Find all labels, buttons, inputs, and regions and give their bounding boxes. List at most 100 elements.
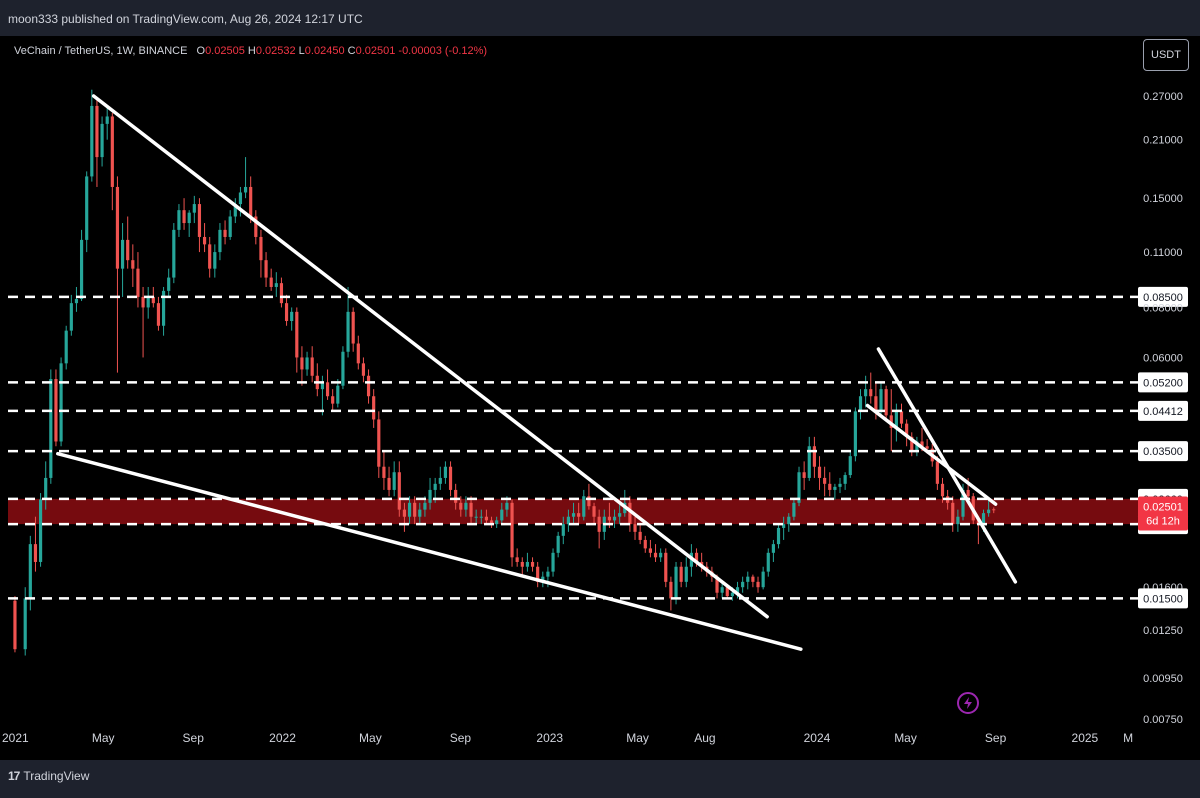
candle-body bbox=[920, 441, 924, 447]
candle-body bbox=[935, 461, 939, 484]
x-tick-label: 2022 bbox=[269, 731, 296, 745]
candle-body bbox=[351, 311, 355, 344]
candle-body bbox=[418, 509, 422, 517]
y-tick-label: 0.21000 bbox=[1143, 135, 1183, 147]
tradingview-brand: TradingView bbox=[23, 769, 90, 783]
candle-body bbox=[310, 357, 314, 376]
candle-body bbox=[587, 496, 591, 507]
candle-body bbox=[694, 552, 699, 562]
candle-body bbox=[607, 516, 611, 521]
candle-body bbox=[172, 229, 176, 278]
candle-body bbox=[915, 441, 919, 452]
candle-body bbox=[899, 411, 904, 424]
candle-body bbox=[397, 472, 401, 510]
y-tick-label: 0.11000 bbox=[1144, 247, 1183, 259]
x-tick-label: 2021 bbox=[2, 731, 29, 745]
change-value: -0.00003 (-0.12%) bbox=[398, 45, 488, 57]
bar-countdown-label: 6d 12h bbox=[1146, 516, 1180, 528]
candle-body bbox=[638, 531, 642, 540]
candle-body bbox=[797, 472, 801, 503]
publisher-info: moon333 published on TradingView.com, Au… bbox=[8, 12, 363, 26]
candle-body bbox=[735, 587, 740, 593]
candle-body bbox=[141, 296, 145, 308]
candle-body bbox=[161, 290, 166, 326]
candle-body bbox=[233, 204, 237, 217]
candle-body bbox=[238, 192, 243, 205]
x-tick-label: Aug bbox=[694, 731, 715, 745]
close-value: 0.02501 bbox=[355, 45, 396, 57]
open-label: O bbox=[196, 45, 206, 57]
candle-body bbox=[259, 236, 263, 261]
candle-body bbox=[54, 379, 58, 442]
candle-body bbox=[787, 516, 791, 525]
candle-body bbox=[325, 382, 330, 397]
candle-body bbox=[361, 363, 366, 376]
low-value: 0.02450 bbox=[304, 45, 345, 57]
candle-body bbox=[284, 303, 289, 321]
candle-body bbox=[433, 483, 437, 490]
candle-body bbox=[331, 396, 335, 404]
candle-body bbox=[254, 216, 258, 237]
candle-body bbox=[44, 477, 48, 500]
candle-body bbox=[853, 411, 857, 457]
candle-body bbox=[981, 513, 986, 525]
candle-body bbox=[782, 524, 786, 528]
candle-body bbox=[228, 216, 232, 237]
candle-body bbox=[156, 303, 161, 326]
candle-body bbox=[182, 210, 186, 224]
candle-body bbox=[664, 552, 668, 582]
candle-body bbox=[438, 477, 442, 484]
candle-body bbox=[90, 105, 94, 177]
candle-body bbox=[423, 502, 427, 510]
x-tick-label: Sep bbox=[450, 731, 472, 745]
y-tick-label: 0.06000 bbox=[1143, 352, 1183, 364]
candle-body bbox=[295, 311, 299, 358]
candle-body bbox=[126, 239, 130, 261]
candle-body bbox=[213, 252, 217, 269]
candle-body bbox=[612, 516, 617, 521]
candle-body bbox=[530, 561, 535, 567]
candle-body bbox=[956, 516, 960, 525]
candle-body bbox=[187, 212, 191, 224]
y-tick-label: 0.15000 bbox=[1143, 193, 1183, 205]
candle-body bbox=[843, 475, 847, 484]
candle-body bbox=[905, 423, 909, 437]
price-level-label: 0.01500 bbox=[1143, 593, 1183, 605]
candle-body bbox=[136, 268, 140, 297]
candle-body bbox=[74, 298, 79, 304]
candle-body bbox=[761, 571, 765, 588]
candle-body bbox=[407, 502, 412, 517]
candle-body bbox=[305, 357, 309, 370]
x-tick-label: M bbox=[1123, 731, 1133, 745]
candle-body bbox=[951, 502, 955, 525]
price-chart[interactable]: 0.330000.270000.210000.150000.110000.085… bbox=[0, 36, 1200, 760]
tradingview-logo[interactable]: 17 TradingView bbox=[8, 769, 89, 783]
candle-body bbox=[28, 544, 32, 599]
candle-body bbox=[771, 544, 775, 553]
candle-body bbox=[659, 552, 663, 558]
candle-body bbox=[110, 116, 114, 187]
candle-body bbox=[817, 466, 822, 478]
currency-button[interactable]: USDT bbox=[1143, 39, 1189, 71]
price-level-badge bbox=[1138, 400, 1188, 421]
candle-body bbox=[966, 489, 970, 497]
candle-body bbox=[669, 581, 673, 599]
candle-body bbox=[925, 446, 929, 449]
high-value: 0.02532 bbox=[255, 45, 296, 57]
y-tick-label: 0.00950 bbox=[1143, 673, 1183, 685]
candle-body bbox=[243, 186, 248, 193]
x-tick-label: May bbox=[359, 731, 382, 745]
candle-body bbox=[874, 396, 878, 412]
y-tick-label: 0.00750 bbox=[1143, 714, 1183, 726]
candle-body bbox=[940, 483, 945, 497]
candle-body bbox=[510, 502, 514, 558]
candle-body bbox=[643, 539, 647, 549]
candle-body bbox=[628, 502, 632, 525]
candle-body bbox=[618, 513, 622, 517]
candle-body bbox=[848, 456, 852, 476]
candle-body bbox=[484, 516, 489, 521]
candle-body bbox=[556, 535, 560, 553]
price-level-label: 0.08500 bbox=[1143, 292, 1183, 304]
candle-body bbox=[197, 204, 202, 237]
candle-body bbox=[653, 552, 658, 558]
